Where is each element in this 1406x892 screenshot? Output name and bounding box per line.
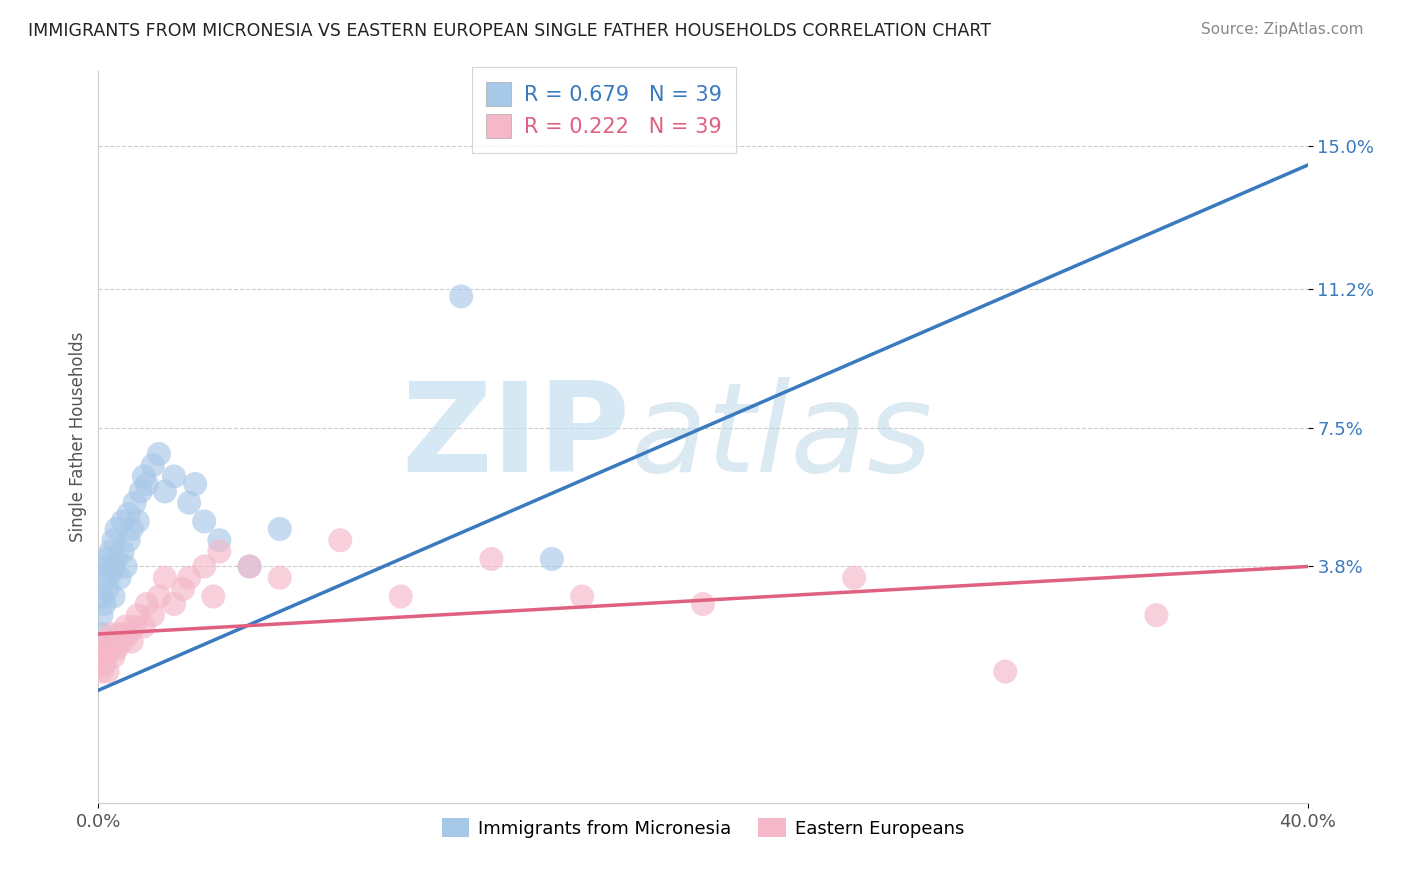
- Point: [571, 590, 593, 604]
- Point: [90, 627, 112, 641]
- Point: [103, 649, 125, 664]
- Text: IMMIGRANTS FROM MICRONESIA VS EASTERN EUROPEAN SINGLE FATHER HOUSEHOLDS CORRELAT: IMMIGRANTS FROM MICRONESIA VS EASTERN EU…: [28, 22, 991, 40]
- Point: [142, 458, 165, 473]
- Point: [269, 571, 291, 585]
- Point: [692, 597, 714, 611]
- Point: [163, 597, 186, 611]
- Point: [118, 533, 141, 548]
- Point: [239, 559, 262, 574]
- Point: [114, 559, 136, 574]
- Point: [208, 533, 231, 548]
- Point: [172, 582, 194, 596]
- Point: [111, 515, 134, 529]
- Point: [93, 571, 115, 585]
- Point: [105, 642, 128, 657]
- Point: [118, 507, 141, 521]
- Point: [179, 571, 201, 585]
- Point: [135, 597, 157, 611]
- Point: [100, 566, 122, 581]
- Point: [118, 627, 141, 641]
- Point: [179, 496, 201, 510]
- Point: [96, 582, 118, 596]
- Legend: Immigrants from Micronesia, Eastern Europeans: Immigrants from Micronesia, Eastern Euro…: [434, 811, 972, 845]
- Point: [132, 469, 155, 483]
- Text: ZIP: ZIP: [402, 376, 630, 498]
- Point: [127, 515, 149, 529]
- Point: [121, 522, 143, 536]
- Point: [994, 665, 1017, 679]
- Point: [111, 544, 134, 558]
- Point: [184, 477, 207, 491]
- Point: [111, 634, 134, 648]
- Point: [389, 590, 412, 604]
- Point: [148, 590, 170, 604]
- Point: [105, 522, 128, 536]
- Point: [148, 447, 170, 461]
- Point: [329, 533, 352, 548]
- Point: [193, 559, 215, 574]
- Point: [90, 608, 112, 623]
- Point: [96, 552, 118, 566]
- Point: [103, 533, 125, 548]
- Text: Source: ZipAtlas.com: Source: ZipAtlas.com: [1201, 22, 1364, 37]
- Point: [93, 634, 115, 648]
- Point: [96, 665, 118, 679]
- Point: [450, 289, 472, 303]
- Point: [153, 484, 176, 499]
- Y-axis label: Single Father Households: Single Father Households: [69, 332, 87, 542]
- Point: [129, 484, 152, 499]
- Point: [208, 544, 231, 558]
- Point: [269, 522, 291, 536]
- Point: [108, 627, 131, 641]
- Point: [135, 477, 157, 491]
- Point: [103, 634, 125, 648]
- Point: [153, 571, 176, 585]
- Point: [93, 559, 115, 574]
- Point: [103, 590, 125, 604]
- Point: [127, 608, 149, 623]
- Point: [90, 590, 112, 604]
- Point: [103, 559, 125, 574]
- Point: [90, 646, 112, 660]
- Point: [114, 619, 136, 633]
- Point: [540, 552, 562, 566]
- Point: [844, 571, 866, 585]
- Point: [121, 634, 143, 648]
- Point: [142, 608, 165, 623]
- Point: [132, 619, 155, 633]
- Point: [124, 619, 146, 633]
- Point: [124, 496, 146, 510]
- Point: [100, 544, 122, 558]
- Point: [108, 571, 131, 585]
- Point: [1144, 608, 1167, 623]
- Point: [239, 559, 262, 574]
- Point: [105, 552, 128, 566]
- Point: [90, 665, 112, 679]
- Point: [193, 515, 215, 529]
- Point: [93, 597, 115, 611]
- Point: [100, 627, 122, 641]
- Point: [96, 646, 118, 660]
- Point: [202, 590, 225, 604]
- Point: [163, 469, 186, 483]
- Text: atlas: atlas: [630, 376, 932, 498]
- Point: [93, 657, 115, 671]
- Point: [100, 642, 122, 657]
- Point: [481, 552, 503, 566]
